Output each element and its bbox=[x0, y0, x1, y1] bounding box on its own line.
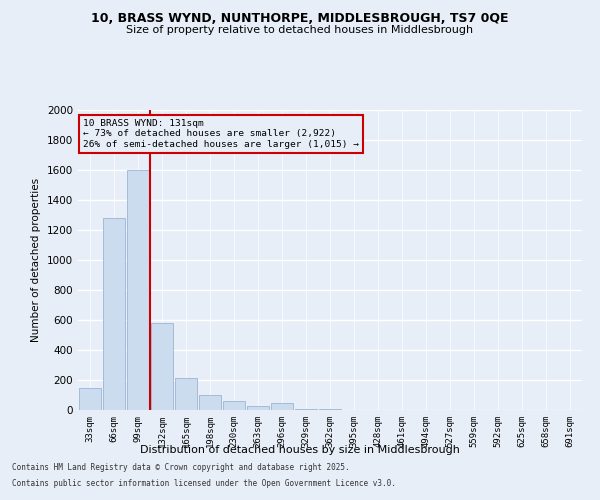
Bar bbox=[295, 408, 317, 410]
Text: Contains HM Land Registry data © Crown copyright and database right 2025.: Contains HM Land Registry data © Crown c… bbox=[12, 464, 350, 472]
Y-axis label: Number of detached properties: Number of detached properties bbox=[31, 178, 41, 342]
Bar bbox=[175, 378, 197, 410]
Text: 10, BRASS WYND, NUNTHORPE, MIDDLESBROUGH, TS7 0QE: 10, BRASS WYND, NUNTHORPE, MIDDLESBROUGH… bbox=[91, 12, 509, 26]
Bar bbox=[223, 401, 245, 410]
Bar bbox=[79, 388, 101, 410]
Bar bbox=[247, 406, 269, 410]
Bar bbox=[127, 170, 149, 410]
Text: 10 BRASS WYND: 131sqm
← 73% of detached houses are smaller (2,922)
26% of semi-d: 10 BRASS WYND: 131sqm ← 73% of detached … bbox=[83, 119, 359, 149]
Bar bbox=[199, 395, 221, 410]
Text: Distribution of detached houses by size in Middlesbrough: Distribution of detached houses by size … bbox=[140, 445, 460, 455]
Text: Size of property relative to detached houses in Middlesbrough: Size of property relative to detached ho… bbox=[127, 25, 473, 35]
Bar bbox=[319, 409, 341, 410]
Bar bbox=[271, 403, 293, 410]
Bar bbox=[103, 218, 125, 410]
Text: Contains public sector information licensed under the Open Government Licence v3: Contains public sector information licen… bbox=[12, 478, 396, 488]
Bar bbox=[151, 323, 173, 410]
